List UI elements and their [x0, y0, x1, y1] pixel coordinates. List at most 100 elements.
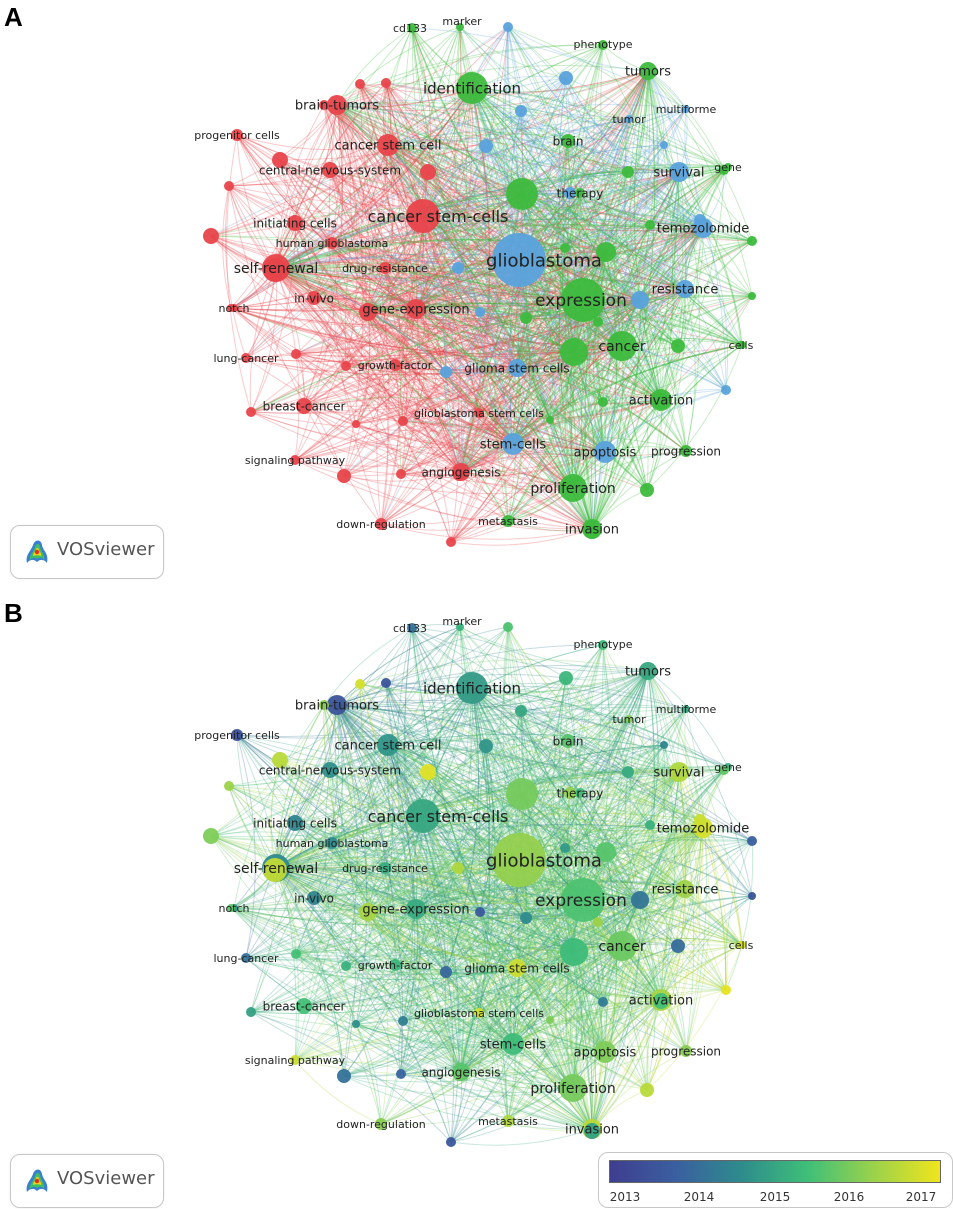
node-label-cancer-stem-cells[interactable]: cancer stem-cells [368, 207, 509, 226]
node-glioma-stem-cells[interactable] [508, 959, 526, 977]
node-proliferation[interactable] [559, 1074, 587, 1102]
node-label-metastasis[interactable]: metastasis [478, 515, 538, 528]
node[interactable] [671, 939, 685, 953]
node[interactable] [584, 523, 600, 539]
node-label-down-regulation[interactable]: down-regulation [336, 1118, 426, 1131]
node-resistance[interactable] [676, 280, 694, 298]
node-label-stem-cells[interactable]: stem-cells [480, 1038, 547, 1053]
node-progression[interactable] [680, 445, 692, 457]
node[interactable] [631, 891, 649, 909]
node[interactable] [738, 941, 746, 949]
node[interactable] [719, 765, 729, 775]
node-cd133[interactable] [407, 23, 417, 33]
node[interactable] [337, 469, 351, 483]
node-label-self-renewal[interactable]: self-renewal [234, 261, 318, 277]
node-drug-resistance[interactable] [379, 262, 391, 274]
node-brain-tumors[interactable] [327, 95, 347, 115]
node-apoptosis[interactable] [594, 441, 616, 463]
node-label-notch[interactable]: notch [218, 302, 249, 315]
node[interactable] [747, 236, 757, 246]
node-label-gene[interactable]: gene [714, 161, 742, 174]
node-label-drug-resistance[interactable]: drug-resistance [342, 262, 428, 275]
node-label-marker[interactable]: marker [442, 15, 482, 28]
node-marker[interactable] [456, 23, 464, 31]
node[interactable] [596, 842, 616, 862]
node-label-survival[interactable]: survival [654, 166, 705, 181]
node-label-cancer[interactable]: cancer [598, 939, 645, 955]
node[interactable] [452, 862, 464, 874]
node-label-cells[interactable]: cells [729, 339, 754, 352]
node-label-notch[interactable]: notch [218, 902, 249, 915]
node[interactable] [479, 139, 493, 153]
node[interactable] [291, 949, 301, 959]
node-label-in-vivo[interactable]: in-vivo [294, 891, 334, 905]
node[interactable] [453, 1069, 465, 1081]
node-cancer-stem-cells[interactable] [406, 199, 440, 233]
node-label-phenotype[interactable]: phenotype [574, 638, 633, 651]
node[interactable] [506, 178, 538, 210]
node[interactable] [359, 303, 377, 321]
node-label-expression[interactable]: expression [535, 291, 627, 311]
node-growth-factor[interactable] [389, 959, 401, 971]
node[interactable] [546, 1016, 554, 1024]
node-label-initiating-cells[interactable]: initiating cells [253, 816, 337, 830]
node-cancer-stem-cell[interactable] [377, 734, 399, 756]
node[interactable] [560, 843, 570, 853]
node[interactable] [506, 778, 538, 810]
node-multiforme[interactable] [682, 705, 690, 713]
node-label-glioma-stem-cells[interactable]: glioma stem cells [464, 361, 569, 375]
node[interactable] [224, 781, 234, 791]
node-label-glioma-stem-cells[interactable]: glioma stem cells [464, 961, 569, 975]
node-marker[interactable] [456, 623, 464, 631]
node[interactable] [440, 966, 452, 978]
node-initiating-cells[interactable] [287, 215, 303, 231]
node-label-growth-factor[interactable]: growth-factor [358, 959, 433, 972]
node[interactable] [694, 214, 706, 226]
node-label-cancer-stem-cell[interactable]: cancer stem cell [334, 739, 441, 754]
node-therapy[interactable] [575, 188, 585, 198]
node-label-cd133[interactable]: cd133 [393, 622, 427, 635]
node[interactable] [559, 671, 573, 685]
node[interactable] [560, 338, 588, 366]
node-survival[interactable] [669, 162, 689, 182]
node-initiating-cells[interactable] [287, 815, 303, 831]
node-label-apoptosis[interactable]: apoptosis [574, 1046, 637, 1061]
node-lung-cancer[interactable] [241, 353, 251, 363]
node-human-glioblastoma[interactable] [326, 837, 338, 849]
node[interactable] [319, 100, 329, 110]
node-label-brain[interactable]: brain [553, 134, 584, 148]
node[interactable] [227, 904, 235, 912]
node[interactable] [359, 903, 377, 921]
node-label-progenitor-cells[interactable]: progenitor cells [194, 129, 280, 142]
node[interactable] [640, 483, 654, 497]
node-label-breast-cancer[interactable]: breast-cancer [263, 999, 346, 1013]
node-label-multiforme[interactable]: multiforme [656, 103, 717, 116]
node-in-vivo[interactable] [307, 291, 321, 305]
node[interactable] [479, 739, 493, 753]
node-cancer-stem-cell[interactable] [377, 134, 399, 156]
node[interactable] [452, 262, 464, 274]
node-label-therapy[interactable]: therapy [557, 186, 604, 200]
node[interactable] [446, 537, 456, 547]
node-resistance[interactable] [676, 880, 694, 898]
node-label-proliferation[interactable]: proliferation [530, 1081, 615, 1097]
node[interactable] [396, 469, 406, 479]
node-label-marker[interactable]: marker [442, 615, 482, 628]
node[interactable] [738, 341, 746, 349]
node-label-cancer-stem-cells[interactable]: cancer stem-cells [368, 807, 509, 826]
node[interactable] [596, 242, 616, 262]
node[interactable] [503, 622, 513, 632]
node[interactable] [352, 420, 360, 428]
node-label-phenotype[interactable]: phenotype [574, 38, 633, 51]
node-gene-expression[interactable] [406, 899, 426, 919]
node-label-self-renewal[interactable]: self-renewal [234, 861, 318, 877]
node-label-invasion[interactable]: invasion [565, 523, 619, 538]
node-label-cells[interactable]: cells [729, 939, 754, 952]
node[interactable] [748, 292, 756, 300]
node-label-temozolomide[interactable]: temozolomide [657, 222, 750, 237]
node-central-nervous-system[interactable] [322, 762, 338, 778]
overlay-network-map[interactable]: cd133markerphenotypetumorsidentification… [0, 600, 953, 1200]
node[interactable] [546, 416, 554, 424]
node[interactable] [227, 304, 235, 312]
node-label-gene-expression[interactable]: gene-expression [362, 903, 469, 918]
